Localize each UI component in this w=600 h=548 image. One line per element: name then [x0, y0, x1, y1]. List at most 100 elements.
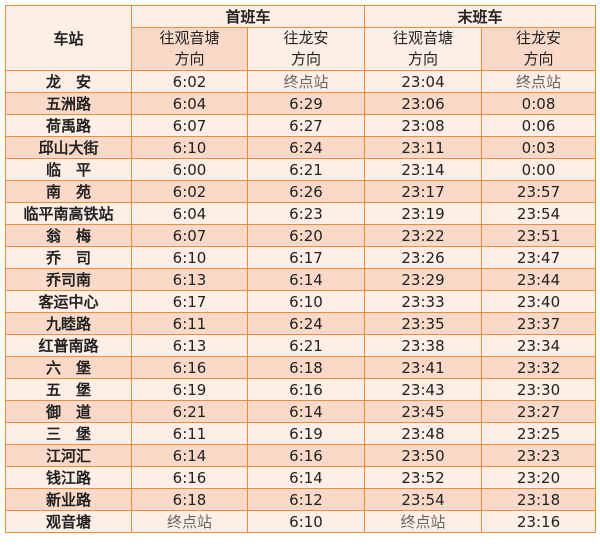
- header-first-train: 首班车: [130, 5, 366, 28]
- header-line: 往观音塘: [393, 29, 454, 47]
- station-name: 临 平: [5, 158, 132, 181]
- station-name: 三 堡: [5, 422, 132, 445]
- time-cell: 6:02: [131, 70, 248, 93]
- time-cell: 23:34: [481, 334, 597, 357]
- time-cell: 23:40: [481, 290, 597, 313]
- time-cell: 23:27: [481, 400, 597, 423]
- time-cell: 23:45: [364, 400, 483, 423]
- header-last-longan: 往龙安 方向: [481, 27, 597, 71]
- time-cell: 6:21: [131, 400, 248, 423]
- time-cell: 23:17: [364, 180, 483, 203]
- time-cell: 6:24: [246, 312, 366, 335]
- table-row: 六 堡 6:16 6:18 23:41 23:32: [5, 356, 597, 379]
- time-cell: 6:11: [131, 312, 248, 335]
- time-cell: 6:16: [131, 466, 248, 489]
- time-cell: 6:04: [131, 92, 248, 115]
- station-name: 龙 安: [5, 70, 132, 93]
- time-cell: 23:37: [481, 312, 597, 335]
- station-name: 客运中心: [5, 290, 132, 313]
- table-row: 乔 司 6:10 6:17 23:26 23:47: [5, 246, 597, 269]
- time-cell: 0:00: [481, 158, 597, 181]
- station-name: 乔司南: [5, 268, 132, 291]
- time-cell: 6:12: [246, 488, 366, 511]
- header-line: 方向: [408, 50, 439, 68]
- header-line: 方向: [523, 50, 554, 68]
- table-row: 红普南路 6:13 6:21 23:38 23:34: [5, 334, 597, 357]
- time-cell: 6:04: [131, 202, 248, 225]
- time-cell: 23:35: [364, 312, 483, 335]
- time-cell: 6:23: [246, 202, 366, 225]
- time-cell: 23:25: [481, 422, 597, 445]
- time-cell: 23:06: [364, 92, 483, 115]
- time-cell: 6:14: [246, 466, 366, 489]
- table-row: 邱山大街 6:10 6:24 23:11 0:03: [5, 136, 597, 159]
- time-cell: 23:57: [481, 180, 597, 203]
- time-cell: 6:20: [246, 224, 366, 247]
- station-name: 六 堡: [5, 356, 132, 379]
- time-cell: 23:38: [364, 334, 483, 357]
- time-cell: 6:14: [246, 268, 366, 291]
- time-cell: 23:04: [364, 70, 483, 93]
- header-line: 往观音塘: [159, 29, 220, 47]
- time-cell: 6:18: [131, 488, 248, 511]
- station-name: 乔 司: [5, 246, 132, 269]
- time-cell: 终点站: [481, 70, 597, 93]
- table-row: 临平南高铁站 6:04 6:23 23:19 23:54: [5, 202, 597, 225]
- table-row: 御 道 6:21 6:14 23:45 23:27: [5, 400, 597, 423]
- time-cell: 23:47: [481, 246, 597, 269]
- time-cell: 23:18: [481, 488, 597, 511]
- table-row: 九睦路 6:11 6:24 23:35 23:37: [5, 312, 597, 335]
- time-cell: 23:41: [364, 356, 483, 379]
- time-cell: 终点站: [364, 510, 483, 533]
- time-cell: 0:03: [481, 136, 597, 159]
- table-row: 翁 梅 6:07 6:20 23:22 23:51: [5, 224, 597, 247]
- time-cell: 6:21: [246, 334, 366, 357]
- time-cell: 6:13: [131, 334, 248, 357]
- station-name: 观音塘: [5, 510, 132, 533]
- table-row: 五 堡 6:19 6:16 23:43 23:30: [5, 378, 597, 401]
- time-cell: 6:10: [131, 246, 248, 269]
- time-cell: 23:14: [364, 158, 483, 181]
- timetable: 车站 首班车 末班车 往观音塘方向 往龙安 方向 往观音塘方向 往龙安 方向 龙 安…: [5, 5, 597, 533]
- station-name: 御 道: [5, 400, 132, 423]
- time-cell: 6:02: [131, 180, 248, 203]
- time-cell: 23:29: [364, 268, 483, 291]
- time-cell: 6:16: [131, 356, 248, 379]
- time-cell: 6:13: [131, 268, 248, 291]
- time-cell: 23:22: [364, 224, 483, 247]
- header-line: 方向: [291, 50, 322, 68]
- time-cell: 6:17: [246, 246, 366, 269]
- header-station: 车站: [5, 5, 132, 71]
- time-cell: 6:07: [131, 224, 248, 247]
- time-cell: 23:54: [481, 202, 597, 225]
- time-cell: 6:14: [246, 400, 366, 423]
- table-row: 荷禹路 6:07 6:27 23:08 0:06: [5, 114, 597, 137]
- table-row: 观音塘 终点站 6:10 终点站 23:16: [5, 510, 597, 533]
- time-cell: 23:08: [364, 114, 483, 137]
- time-cell: 6:19: [246, 422, 366, 445]
- header-first-longan: 往龙安 方向: [246, 27, 366, 71]
- time-cell: 23:11: [364, 136, 483, 159]
- station-name: 新业路: [5, 488, 132, 511]
- time-cell: 23:33: [364, 290, 483, 313]
- time-cell: 终点站: [131, 510, 248, 533]
- table-row: 三 堡 6:11 6:19 23:48 23:25: [5, 422, 597, 445]
- station-name: 邱山大街: [5, 136, 132, 159]
- time-cell: 6:29: [246, 92, 366, 115]
- time-cell: 23:20: [481, 466, 597, 489]
- station-name: 钱江路: [5, 466, 132, 489]
- time-cell: 23:32: [481, 356, 597, 379]
- time-cell: 23:52: [364, 466, 483, 489]
- station-name: 翁 梅: [5, 224, 132, 247]
- table-row: 龙 安 6:02 终点站 23:04 终点站: [5, 70, 597, 93]
- time-cell: 6:16: [246, 378, 366, 401]
- time-cell: 23:54: [364, 488, 483, 511]
- header-last-train: 末班车: [364, 5, 597, 28]
- time-cell: 6:11: [131, 422, 248, 445]
- station-name: 红普南路: [5, 334, 132, 357]
- station-name: 五洲路: [5, 92, 132, 115]
- time-cell: 6:10: [246, 290, 366, 313]
- time-cell: 6:27: [246, 114, 366, 137]
- time-cell: 6:19: [131, 378, 248, 401]
- table-row: 新业路 6:18 6:12 23:54 23:18: [5, 488, 597, 511]
